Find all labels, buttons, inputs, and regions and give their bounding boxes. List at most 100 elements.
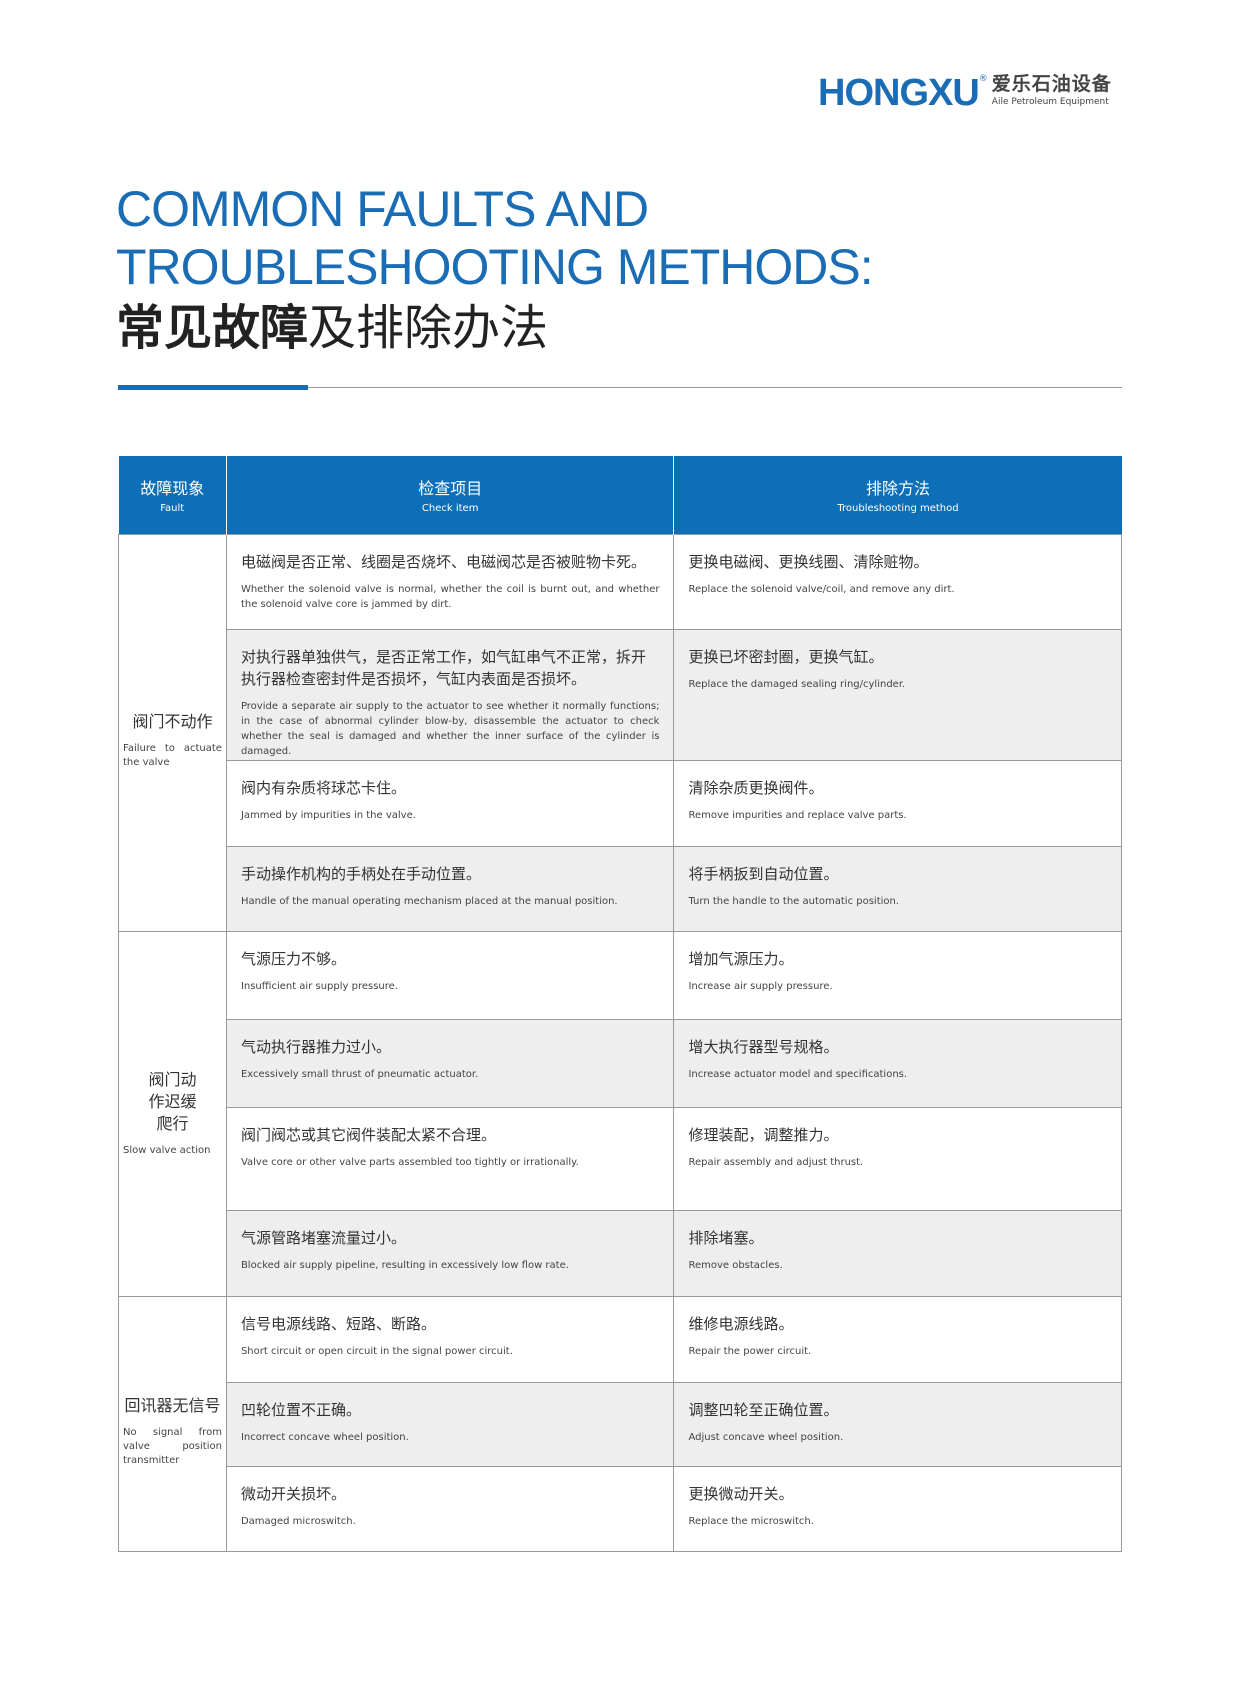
logo-chinese-name: 爱乐石油设备 — [991, 73, 1112, 95]
table-row: 气源管路堵塞流量过小。 Blocked air supply pipeline, … — [119, 1209, 1122, 1297]
fix-cn: 增加气源压力。 — [688, 949, 794, 968]
header-cn: 排除方法 — [865, 479, 930, 499]
check-cell: 气动执行器推力过小。 Excessively small thrust of pn… — [225, 1018, 675, 1108]
table-row: 手动操作机构的手柄处在手动位置。 Handle of the manual ope… — [119, 845, 1122, 932]
check-en: Insufficient air supply pressure. — [240, 980, 398, 992]
check-cell: 电磁阀是否正常、线圈是否烧坏、电磁阀芯是否被赃物卡死。 Whether the s… — [225, 533, 675, 630]
check-cell: 阀门阀芯或其它阀件装配太紧不合理。 Valve core or other val… — [225, 1106, 675, 1211]
header-fault: 故障现象 Fault — [118, 456, 227, 534]
check-cn: 对执行器单独供气，是否正常工作，如气缸串气不正常，拆开执行器检查密封件是否损坏，… — [240, 647, 646, 688]
check-cn: 微动开关损坏。 — [240, 1484, 346, 1503]
logo-english-name: Aile Petroleum Equipment — [991, 97, 1109, 107]
check-en: Provide a separate air supply to the act… — [240, 700, 660, 757]
fix-en: Remove obstacles. — [688, 1259, 783, 1271]
title-line-1: COMMON FAULTS AND — [116, 181, 649, 237]
page-title: COMMON FAULTS AND TROUBLESHOOTING METHOD… — [116, 180, 874, 296]
divider-accent — [118, 385, 308, 390]
faults-table: 故障现象 Fault 检查项目 Check item 排除方法 Troubleshooti… — [118, 456, 1122, 1552]
table-row: 气动执行器推力过小。 Excessively small thrust of pn… — [119, 1018, 1122, 1108]
divider — [118, 387, 1122, 388]
chinese-title-bold: 常见故障 — [116, 300, 309, 356]
check-cn: 阀内有杂质将球芯卡住。 — [240, 778, 406, 797]
check-cn: 阀门阀芯或其它阀件装配太紧不合理。 — [240, 1125, 496, 1144]
table-row: 对执行器单独供气，是否正常工作，如气缸串气不正常，拆开执行器检查密封件是否损坏，… — [119, 628, 1122, 761]
check-cn: 信号电源线路、短路、断路。 — [240, 1314, 436, 1333]
check-en: Short circuit or open circuit in the sig… — [240, 1345, 513, 1357]
check-cn: 气源压力不够。 — [240, 949, 346, 968]
fault-cell: 回讯器无信号 No signal from valve position tran… — [118, 1295, 227, 1552]
check-cn: 手动操作机构的手柄处在手动位置。 — [240, 864, 481, 883]
check-en: Handle of the manual operating mechanism… — [240, 895, 618, 907]
fix-cell: 修理装配，调整推力。 Repair assembly and adjust thr… — [673, 1106, 1122, 1211]
header-cn: 检查项目 — [418, 479, 483, 499]
fix-en: Increase air supply pressure. — [688, 980, 833, 992]
check-cell: 气源管路堵塞流量过小。 Blocked air supply pipeline, … — [225, 1209, 675, 1297]
header-check-item: 检查项目 Check item — [225, 456, 674, 534]
fix-en: Adjust concave wheel position. — [688, 1431, 844, 1443]
check-en: Excessively small thrust of pneumatic ac… — [240, 1068, 479, 1080]
check-cell: 凹轮位置不正确。 Incorrect concave wheel position… — [225, 1381, 675, 1467]
fix-en: Turn the handle to the automatic positio… — [688, 895, 900, 907]
check-cell: 对执行器单独供气，是否正常工作，如气缸串气不正常，拆开执行器检查密封件是否损坏，… — [225, 628, 675, 761]
check-cell: 气源压力不够。 Insufficient air supply pressure. — [225, 930, 675, 1020]
fix-cn: 维修电源线路。 — [688, 1314, 794, 1333]
check-cn: 电磁阀是否正常、线圈是否烧坏、电磁阀芯是否被赃物卡死。 — [240, 552, 646, 571]
title-line-2: TROUBLESHOOTING METHODS: — [116, 239, 874, 295]
fix-cell: 清除杂质更换阀件。 Remove impurities and replace v… — [673, 759, 1122, 847]
fix-cn: 增大执行器型号规格。 — [688, 1037, 839, 1056]
fix-cell: 将手柄扳到自动位置。 Turn the handle to the automat… — [673, 845, 1122, 932]
header-cn: 故障现象 — [140, 479, 205, 499]
chinese-title: 常见故障及排除办法 — [116, 298, 548, 358]
fix-cn: 更换已坏密封圈，更换气缸。 — [688, 647, 884, 666]
fault-en: No signal from valve position transmitte… — [123, 1427, 222, 1466]
chinese-title-rest: 及排除办法 — [308, 300, 549, 356]
fix-cn: 清除杂质更换阀件。 — [688, 778, 824, 797]
company-logo: HONGXU ® 爱乐石油设备 Aile Petroleum Equipment — [818, 72, 1112, 114]
registered-mark: ® — [978, 74, 988, 84]
fix-cn: 修理装配，调整推力。 — [688, 1125, 839, 1144]
fault-cn: 阀门不动作 — [132, 712, 213, 731]
fault-en: Failure to actuate the valve — [123, 743, 222, 768]
table-row: 阀门不动作 Failure to actuate the valve 电磁阀是否正常… — [118, 533, 1122, 932]
fix-cell: 更换微动开关。 Replace the microswitch. — [673, 1465, 1122, 1552]
table-row: 回讯器无信号 No signal from valve position tran… — [118, 1295, 1122, 1552]
fix-cell: 排除堵塞。 Remove obstacles. — [673, 1209, 1122, 1297]
check-en: Damaged microswitch. — [240, 1515, 356, 1527]
fault-cn: 阀门动作迟缓爬行 — [148, 1070, 197, 1133]
fix-cn: 更换电磁阀、更换线圈、清除赃物。 — [688, 552, 929, 571]
fault-cell: 阀门不动作 Failure to actuate the valve — [118, 533, 227, 932]
fix-en: Repair the power circuit. — [688, 1345, 812, 1357]
fix-cell: 增大执行器型号规格。 Increase actuator model and sp… — [673, 1018, 1122, 1108]
check-cn: 凹轮位置不正确。 — [240, 1400, 361, 1419]
check-en: Incorrect concave wheel position. — [240, 1431, 409, 1443]
table-row: 凹轮位置不正确。 Incorrect concave wheel position… — [119, 1381, 1122, 1467]
fix-cell: 更换已坏密封圈，更换气缸。 Replace the damaged sealing… — [673, 628, 1122, 761]
check-cn: 气源管路堵塞流量过小。 — [240, 1228, 406, 1247]
fix-en: Repair assembly and adjust thrust. — [688, 1156, 864, 1168]
fault-en: Slow valve action — [123, 1145, 211, 1156]
table-row: 阀门阀芯或其它阀件装配太紧不合理。 Valve core or other val… — [119, 1106, 1122, 1211]
header-troubleshooting-method: 排除方法 Troubleshooting method — [673, 456, 1122, 534]
fix-en: Remove impurities and replace valve part… — [688, 809, 907, 821]
header-en: Fault — [160, 503, 185, 515]
fix-cn: 更换微动开关。 — [688, 1484, 794, 1503]
table-row: 阀门动作迟缓爬行 Slow valve action 气源压力不够。 Insuffic… — [118, 930, 1122, 1297]
check-en: Jammed by impurities in the valve. — [240, 809, 416, 821]
fix-cn: 调整凹轮至正确位置。 — [688, 1400, 839, 1419]
table-row: 微动开关损坏。 Damaged microswitch. 更换微动开关。 Replac… — [119, 1465, 1122, 1552]
check-cell: 微动开关损坏。 Damaged microswitch. — [225, 1465, 675, 1552]
fix-cell: 调整凹轮至正确位置。 Adjust concave wheel position. — [673, 1381, 1122, 1467]
fix-en: Replace the solenoid valve/coil, and rem… — [688, 583, 955, 595]
check-cell: 阀内有杂质将球芯卡住。 Jammed by impurities in the v… — [225, 759, 675, 847]
fix-en: Replace the damaged sealing ring/cylinde… — [688, 678, 906, 690]
table-row: 阀内有杂质将球芯卡住。 Jammed by impurities in the v… — [119, 759, 1122, 847]
check-cell: 信号电源线路、短路、断路。 Short circuit or open circu… — [225, 1295, 675, 1383]
fix-cell: 维修电源线路。 Repair the power circuit. — [673, 1295, 1122, 1383]
fix-cell: 增加气源压力。 Increase air supply pressure. — [673, 930, 1122, 1020]
fix-cn: 将手柄扳到自动位置。 — [688, 864, 839, 883]
fix-cn: 排除堵塞。 — [688, 1228, 764, 1247]
check-en: Valve core or other valve parts assemble… — [240, 1156, 579, 1168]
check-cn: 气动执行器推力过小。 — [240, 1037, 391, 1056]
fault-cell: 阀门动作迟缓爬行 Slow valve action — [118, 930, 227, 1297]
fix-en: Replace the microswitch. — [688, 1515, 814, 1527]
